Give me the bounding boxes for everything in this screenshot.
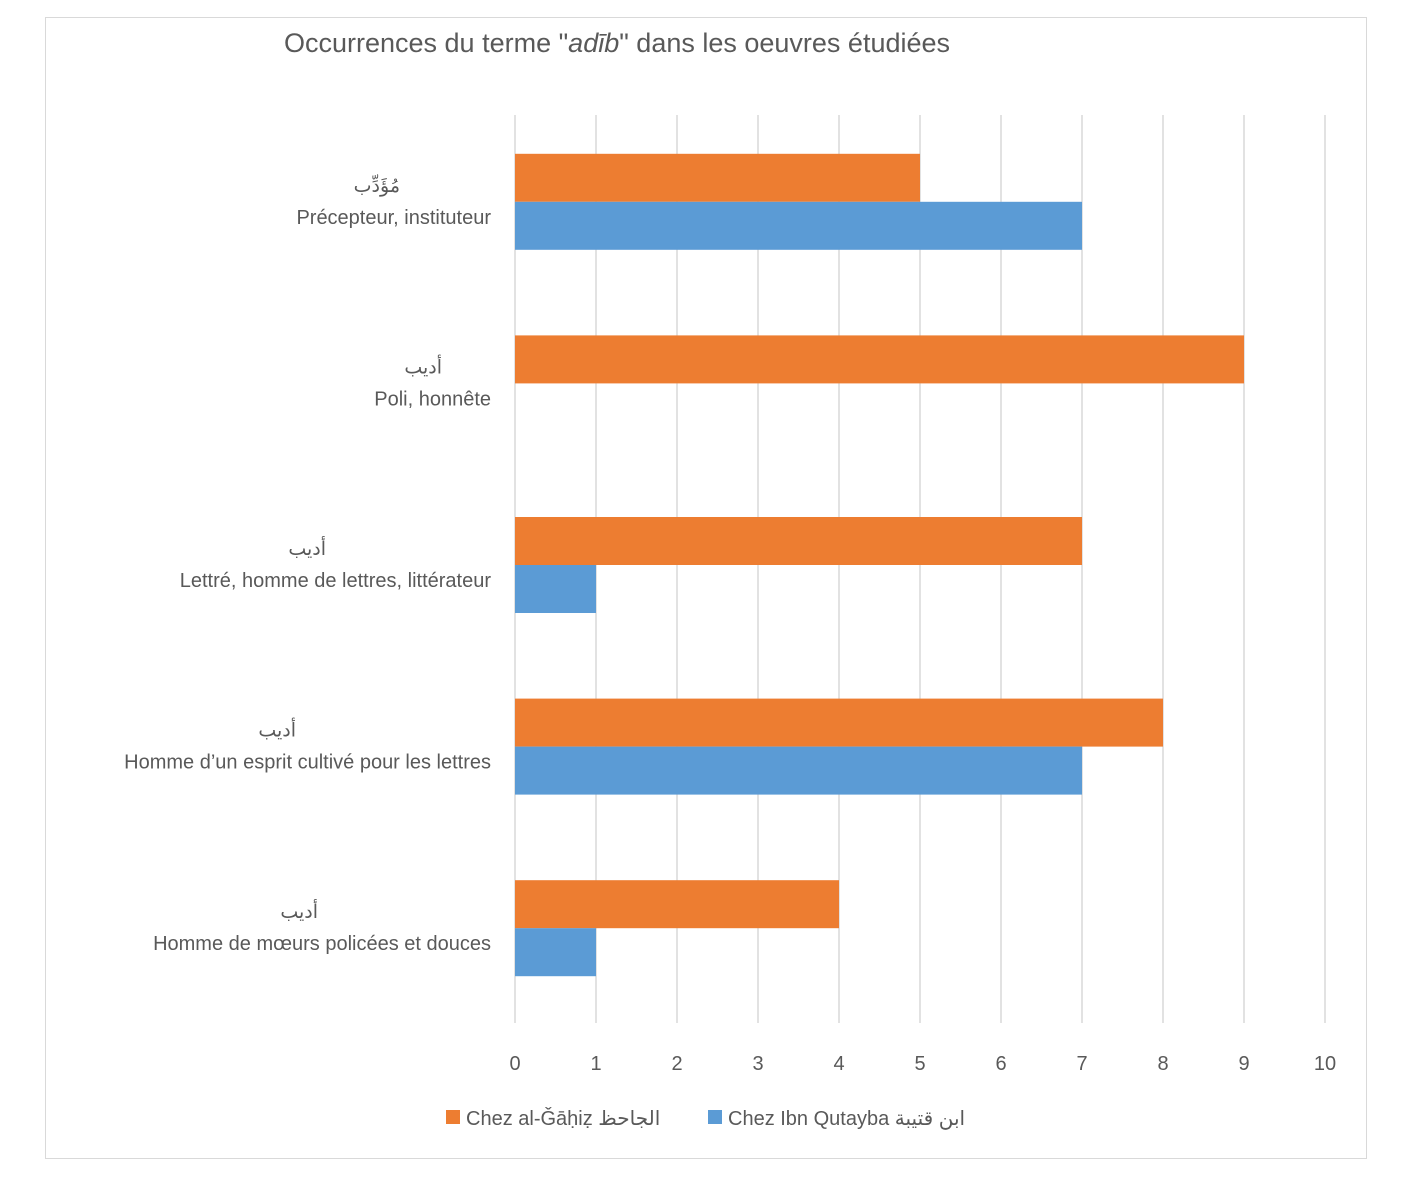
x-tick-label: 2 bbox=[671, 1053, 682, 1075]
x-tick-label: 5 bbox=[914, 1053, 925, 1075]
legend-swatch bbox=[708, 1110, 722, 1124]
bar-ibn-qutayba bbox=[515, 565, 596, 613]
category-arabic-label: أديب bbox=[258, 718, 296, 742]
category-arabic-label: أديب bbox=[288, 536, 326, 560]
bar-jahiz bbox=[515, 335, 1244, 384]
bar-jahiz bbox=[515, 880, 839, 929]
chart-frame bbox=[45, 17, 1367, 1159]
x-tick-label: 9 bbox=[1238, 1053, 1249, 1075]
x-tick-label: 3 bbox=[752, 1053, 763, 1075]
chart-title: Occurrences du terme "adīb" dans les oeu… bbox=[284, 28, 950, 58]
x-tick-label: 7 bbox=[1076, 1053, 1087, 1075]
category-label: Précepteur, instituteur bbox=[296, 207, 491, 229]
legend-label: Chez al-Ǧāḥiẓ الجاحظ bbox=[466, 1107, 660, 1130]
category-label: Homme d’un esprit cultivé pour les lettr… bbox=[124, 752, 491, 774]
bar-jahiz bbox=[515, 698, 1163, 747]
bar-ibn-qutayba bbox=[515, 746, 1082, 795]
bar-ibn-qutayba bbox=[515, 201, 1082, 250]
bar-jahiz bbox=[515, 153, 920, 202]
bar-jahiz bbox=[515, 517, 1082, 565]
x-tick-label: 10 bbox=[1314, 1053, 1336, 1075]
category-arabic-label: مُؤَدِّب bbox=[354, 175, 400, 197]
x-tick-label: 0 bbox=[509, 1053, 520, 1075]
x-tick-label: 1 bbox=[590, 1053, 601, 1075]
category-arabic-label: أديب bbox=[404, 354, 442, 378]
bar-ibn-qutayba bbox=[515, 928, 596, 977]
x-tick-label: 4 bbox=[833, 1053, 844, 1075]
legend-swatch bbox=[446, 1110, 460, 1124]
category-label: Poli, honnête bbox=[374, 388, 491, 410]
category-arabic-label: أديب bbox=[280, 899, 318, 923]
x-tick-label: 8 bbox=[1157, 1053, 1168, 1075]
x-tick-label: 6 bbox=[995, 1053, 1006, 1075]
legend-label: Chez Ibn Qutayba ابن قتيبة bbox=[728, 1108, 965, 1130]
category-label: Lettré, homme de lettres, littérateur bbox=[180, 570, 492, 592]
category-label: Homme de mœurs policées et douces bbox=[153, 933, 491, 955]
